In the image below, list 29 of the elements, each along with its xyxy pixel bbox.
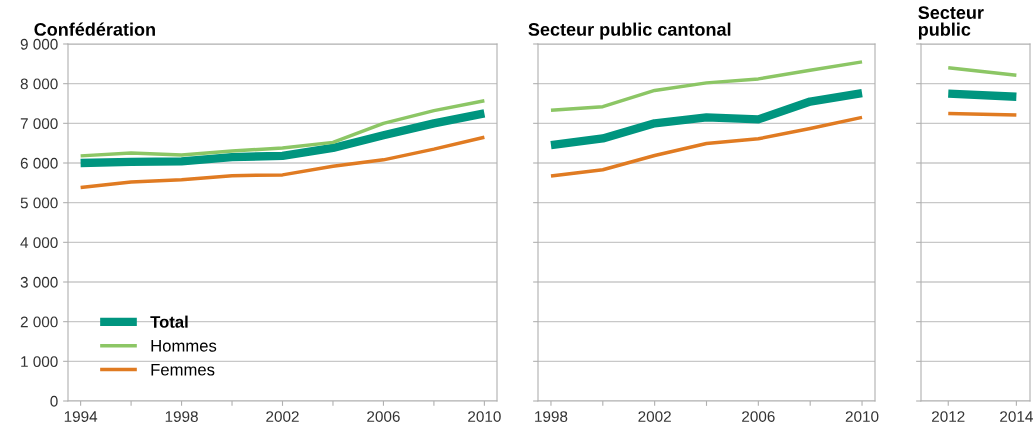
legend-label: Total: [150, 315, 188, 328]
x-tick-label: 1998: [535, 411, 568, 422]
y-tick-label: 3 000: [20, 276, 58, 288]
x-tick-label: 2012: [932, 411, 965, 422]
y-tick-label: 6 000: [20, 157, 58, 169]
x-tick-label: 2006: [367, 411, 400, 422]
y-tick-label: 9 000: [20, 38, 58, 50]
chart-title: Secteur public cantonal: [528, 22, 731, 40]
y-tick-label: 8 000: [20, 78, 58, 90]
x-tick-label: 2010: [845, 411, 879, 422]
y-tick-label: 0: [50, 395, 58, 407]
y-tick-label: 1 000: [21, 356, 58, 368]
legend-label: Femmes: [151, 363, 215, 376]
x-tick-label: 2014: [1000, 411, 1033, 422]
chart-title: Secteur public: [918, 6, 984, 40]
legend-label: Hommes: [151, 340, 217, 352]
x-tick-label: 2002: [638, 411, 671, 422]
x-tick-label: 1994: [64, 411, 98, 422]
y-tick-label: 4 000: [20, 237, 58, 249]
chart-title: Confédération: [34, 22, 155, 36]
y-tick-label: 7 000: [20, 118, 58, 130]
line-series: [78, 98, 487, 158]
x-tick-label: 2010: [468, 411, 501, 422]
x-tick-label: 1998: [165, 411, 198, 422]
x-tick-label: 2006: [742, 411, 775, 422]
y-tick-label: 2 000: [20, 316, 58, 328]
x-tick-label: 2002: [266, 411, 299, 422]
y-tick-label: 5 000: [20, 197, 58, 209]
line-series: [78, 135, 487, 190]
